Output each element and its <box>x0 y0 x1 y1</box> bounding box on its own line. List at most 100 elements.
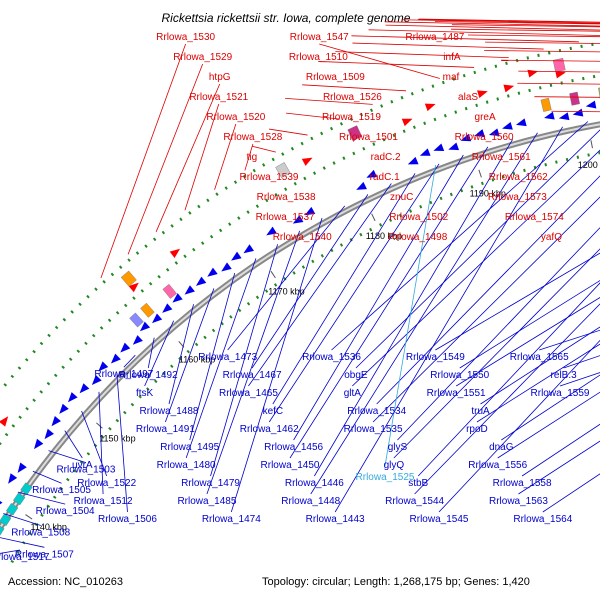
reverse-gene-arrow <box>17 462 27 473</box>
forward-gene-label: Rrlowa_1502 <box>389 212 448 223</box>
reverse-gene-arrow <box>195 276 207 286</box>
forward-label-leader <box>184 103 220 211</box>
reverse-gene-arrow <box>356 181 367 190</box>
reverse-gene-arrow <box>502 121 513 130</box>
reverse-gene-box-shape <box>140 302 155 318</box>
label-layer: Rrlowa_1530 Rrlowa_1529 htpG Rrlowa_1521 Rrl… <box>0 32 590 563</box>
forward-gene-label: Rrlowa_1509 <box>306 72 365 83</box>
reverse-gene-label: Rrlowa_1508 <box>11 528 70 539</box>
reverse-gene-arrow <box>572 108 584 117</box>
forward-label-leader <box>434 21 600 25</box>
forward-label-leader <box>100 43 186 279</box>
forward-label-leader <box>417 19 600 23</box>
reverse-gene-arrow <box>231 251 242 261</box>
reverse-label-leader <box>352 149 600 387</box>
reverse-gene-arrow-shape <box>110 353 121 364</box>
reverse-gene-label: uvrA <box>72 460 93 471</box>
forward-label-leader <box>468 34 600 38</box>
forward-label-leader <box>351 35 579 43</box>
reverse-gene-label: Rrlowa_1564 <box>513 514 572 525</box>
label-lines-layer <box>0 18 600 554</box>
reverse-label-leader <box>501 374 600 441</box>
kbp-tick-label: 1200 kbp <box>578 160 600 170</box>
reverse-gene-arrow <box>292 215 304 224</box>
reverse-gene-arrow <box>184 285 195 295</box>
forward-gene-arrow-shape <box>128 282 139 293</box>
reverse-gene-arrow <box>44 428 54 440</box>
reverse-label-leader <box>81 410 108 477</box>
reverse-gene-arrow-shape <box>51 415 61 427</box>
forward-gene-label: alaS <box>458 92 478 103</box>
reverse-gene-label: Rrlowa_1504 <box>36 506 95 517</box>
reverse-gene-label: rpoD <box>466 424 488 435</box>
reverse-gene-arrow-shape <box>266 226 277 236</box>
reverse-label-leader <box>289 146 489 459</box>
reverse-gene-arrow <box>544 111 555 120</box>
inner-gene-box <box>5 503 19 516</box>
forward-gene-arrow <box>301 157 313 166</box>
reverse-gene-label: Rrlowa_1556 <box>468 460 527 471</box>
reverse-gene-arrow <box>172 293 183 303</box>
tick-dot-ring-0 <box>0 151 600 586</box>
reverse-label-leader <box>185 258 257 459</box>
forward-gene-arrow-shape <box>503 84 515 93</box>
reverse-gene-arrow <box>243 244 254 254</box>
forward-gene-label: Rrlowa_1540 <box>273 232 332 243</box>
reverse-gene-arrow <box>98 361 109 372</box>
reverse-gene-label: relB.3 <box>551 370 578 381</box>
forward-gene-label: Rrlowa_1538 <box>257 192 316 203</box>
reverse-gene-arrow <box>152 313 163 324</box>
reverse-gene-box <box>598 86 600 101</box>
forward-gene-arrow <box>424 103 436 112</box>
reverse-label-leader <box>331 121 589 351</box>
forward-label-leader <box>352 42 544 50</box>
reverse-gene-label: truA <box>471 406 490 417</box>
map-title: Rickettsia rickettsii str. Iowa, complet… <box>162 11 411 25</box>
reverse-gene-arrow <box>515 118 527 127</box>
reverse-label-leader <box>393 248 600 459</box>
forward-gene-box-shape <box>552 57 566 73</box>
reverse-gene-arrow <box>51 415 61 427</box>
reverse-label-leader <box>459 280 600 369</box>
reverse-gene-arrow <box>207 267 218 277</box>
reverse-label-leader <box>206 230 301 495</box>
reverse-gene-box <box>569 91 580 106</box>
forward-gene-label: Rrlowa_1530 <box>156 32 215 43</box>
forward-gene-arrow <box>555 70 566 79</box>
forward-gene-label: Rrlowa_1547 <box>290 32 349 43</box>
reverse-gene-arrow-shape <box>231 251 242 261</box>
forward-label-leader <box>451 24 600 28</box>
forward-label-leader <box>385 24 600 31</box>
forward-gene-label: Rrlowa_1561 <box>472 152 531 163</box>
reverse-gene-label: Rrlowa_1517 <box>0 552 50 563</box>
forward-gene-label: Rrlowa_1487 <box>405 32 464 43</box>
reverse-label-leader <box>189 272 236 441</box>
reverse-gene-arrow-shape <box>8 473 18 484</box>
forward-label-leader <box>285 97 373 105</box>
forward-gene-label: Rrlowa_1574 <box>505 212 564 223</box>
forward-gene-label: greA <box>475 112 496 123</box>
forward-gene-arrow-shape <box>555 70 566 79</box>
reverse-gene-label: Rrlowa_1462 <box>240 424 299 435</box>
reverse-gene-label: Rrlowa_1485 <box>177 496 236 507</box>
reverse-label-leader <box>251 194 369 369</box>
reverse-gene-arrow-shape <box>448 142 460 151</box>
forward-label-leader <box>302 84 407 92</box>
forward-gene-arrow-shape <box>527 69 539 78</box>
reverse-gene-arrow-shape <box>44 428 54 440</box>
inner-gene-box-shape <box>13 492 26 506</box>
forward-gene-label: Rrlowa_1498 <box>388 232 447 243</box>
inner-gene-box-shape <box>5 503 19 516</box>
forward-gene-label: Rrlowa_1573 <box>488 192 547 203</box>
reverse-label-leader <box>476 343 600 423</box>
reverse-gene-label: Rrlowa_1450 <box>261 460 320 471</box>
forward-gene-label: Rrlowa_1560 <box>455 132 514 143</box>
kbp-tick-mark <box>96 422 103 429</box>
reverse-gene-label: Rrlowa_1512 <box>74 496 133 507</box>
highlight-label-leader <box>384 165 437 467</box>
reverse-gene-label: Rrlowa_1448 <box>281 496 340 507</box>
forward-gene-label: Rrlowa_1510 <box>289 52 348 63</box>
reverse-gene-arrow-shape <box>433 143 445 151</box>
reverse-label-leader <box>0 537 45 548</box>
